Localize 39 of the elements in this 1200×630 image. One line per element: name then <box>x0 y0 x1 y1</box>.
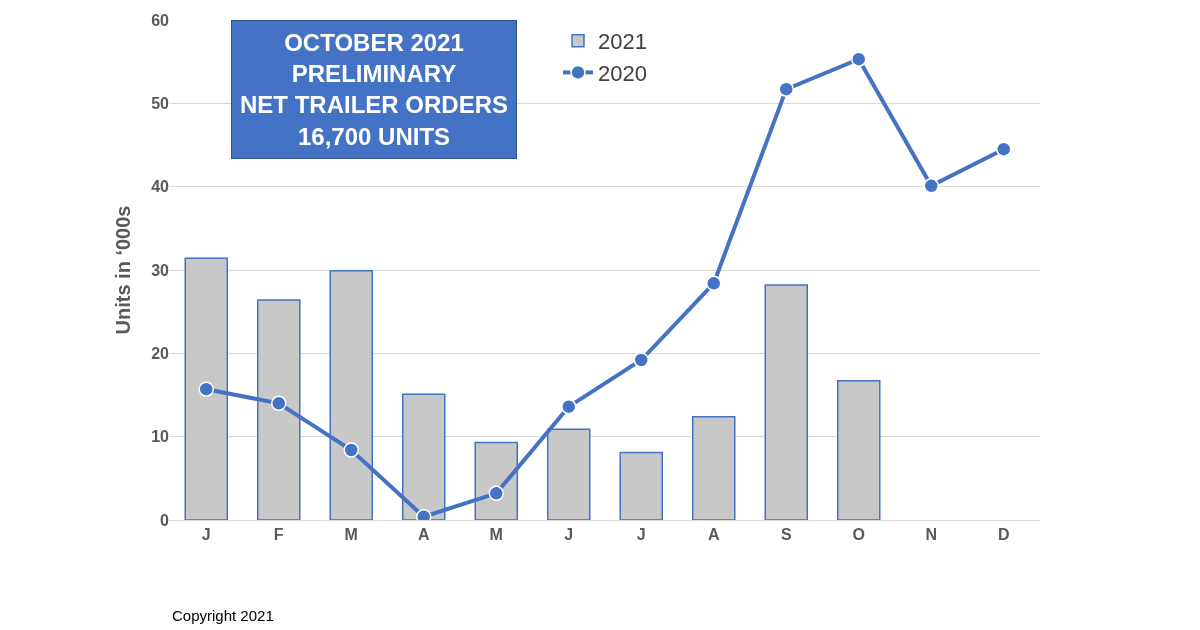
point <box>561 398 577 415</box>
x-tick-label: J <box>564 526 574 544</box>
point <box>923 178 939 194</box>
x-tick-label: S <box>780 526 792 544</box>
x-tick-label: M <box>344 526 358 544</box>
point <box>198 381 214 397</box>
x-tick-label: A <box>707 526 720 544</box>
x-tick-label: O <box>852 526 865 544</box>
x-tick-label: J <box>201 526 211 544</box>
bar <box>764 284 809 520</box>
point <box>706 275 722 292</box>
y-tick-label: 50 <box>151 94 170 112</box>
x-tick-label: A <box>417 526 430 544</box>
point <box>271 395 287 412</box>
y-tick-label: 0 <box>160 511 170 529</box>
point <box>633 352 649 368</box>
text: OCTOBER 2021 PRELIMINARY NET TRAILER ORDERS 16,700 UNITS <box>240 29 509 150</box>
x-tick-label: F <box>273 526 284 544</box>
bar <box>619 451 664 520</box>
y-tick-label: 30 <box>151 261 170 279</box>
point <box>778 81 794 97</box>
point <box>343 442 359 458</box>
y-tick-label: 40 <box>151 178 170 196</box>
y-tick-label: 60 <box>151 11 170 29</box>
y-axis-title: Units in ‘000s <box>111 205 134 335</box>
point <box>488 485 504 502</box>
point <box>996 141 1012 157</box>
point <box>851 51 867 67</box>
x-tick-label: D <box>997 526 1010 544</box>
text: Copyright 2021 <box>172 607 274 624</box>
y-tick-label: 20 <box>151 344 170 362</box>
legend-label: 2021 <box>598 29 647 55</box>
x-tick-label: J <box>636 526 646 544</box>
x-tick-label: M <box>489 526 503 544</box>
bar <box>691 415 736 520</box>
legend-label: 2020 <box>598 60 647 86</box>
y-tick-label: 10 <box>151 428 170 446</box>
x-tick-label: N <box>925 526 938 544</box>
bar <box>836 380 881 520</box>
